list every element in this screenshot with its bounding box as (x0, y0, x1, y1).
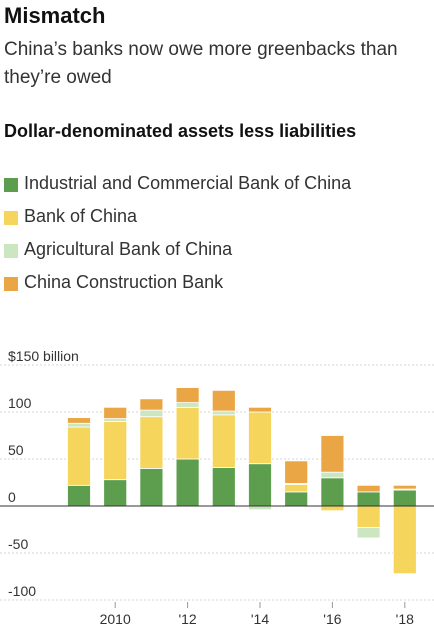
bar-segment-abc-2016 (320, 471, 345, 479)
bar-segment-boc-2012 (175, 406, 200, 460)
bar-segment-boc-2013 (211, 414, 236, 468)
bar-segment-icbc-2013 (211, 467, 236, 507)
bar-segment-icbc-2014 (248, 463, 272, 507)
y-tick-label: -50 (8, 536, 28, 552)
legend-swatch-abc (4, 244, 18, 258)
bar-segment-boc-2009 (67, 426, 91, 486)
bar-segment-abc-2009 (67, 422, 91, 428)
legend-label-boc: Bank of China (24, 206, 138, 226)
bar-segment-boc-2011 (139, 416, 164, 469)
legend-label-icbc: Industrial and Commercial Bank of China (24, 173, 352, 193)
y-tick-label: -100 (8, 583, 36, 599)
bar-segment-abc-2014 (248, 505, 272, 511)
bar-segment-icbc-2011 (139, 467, 164, 507)
legend-label-ccb: China Construction Bank (24, 272, 224, 292)
bar-segment-abc-2010 (103, 418, 128, 422)
x-tick-label: 2010 (100, 611, 131, 627)
bar-segment-ccb-2011 (139, 398, 164, 411)
bar-segment-abc-2017 (356, 527, 381, 539)
bar-segment-ccb-2017 (356, 484, 381, 493)
bar-segment-ccb-2018 (392, 484, 417, 490)
legend-swatch-icbc (4, 178, 18, 192)
legend-swatch-boc (4, 211, 18, 225)
bar-segment-icbc-2009 (67, 484, 91, 507)
bar-segment-boc-2018 (392, 505, 417, 575)
bar-segment-boc-2016 (320, 505, 345, 512)
y-tick-label: 50 (8, 442, 24, 458)
bar-segment-ccb-2009 (67, 417, 91, 424)
x-tick-label: '18 (396, 611, 414, 627)
page-title: Mismatch (4, 3, 106, 28)
bar-segment-ccb-2016 (320, 435, 345, 473)
page-subtitle: China’s banks now owe more greenbacks th… (4, 39, 398, 88)
bar-segment-icbc-2017 (356, 491, 381, 507)
bar-segment-icbc-2012 (175, 458, 200, 507)
x-tick-label: '16 (323, 611, 341, 627)
bar-segment-boc-2017 (356, 505, 381, 529)
chart-title: Dollar-denominated assets less liabiliti… (4, 121, 357, 141)
y-tick-label: 0 (8, 489, 16, 505)
bar-segment-ccb-2010 (103, 406, 128, 419)
bar-segment-ccb-2012 (175, 387, 200, 404)
bar-segment-boc-2015 (284, 483, 309, 493)
y-tick-label: $150 billion (8, 348, 79, 364)
bars-layer (67, 387, 417, 575)
bar-segment-boc-2014 (248, 411, 272, 465)
y-tick-label: 100 (8, 395, 32, 411)
bar-segment-boc-2010 (103, 421, 128, 481)
bar-segment-abc-2011 (139, 409, 164, 418)
bar-segment-ccb-2015 (284, 460, 309, 484)
stacked-bar-chart: $150 billion 100 50 0 -50 -100 2010 '12 '14 '16 '1… (0, 348, 434, 627)
bar-segment-ccb-2014 (248, 406, 272, 413)
bar-segment-abc-2012 (175, 402, 200, 408)
bar-segment-icbc-2018 (392, 489, 417, 507)
legend-swatch-ccb (4, 277, 18, 291)
bar-segment-icbc-2010 (103, 479, 128, 507)
bar-segment-icbc-2015 (284, 491, 309, 507)
axis-layer: $150 billion 100 50 0 -50 -100 2010 '12 '14 '16 '1… (0, 348, 434, 627)
legend-label-abc: Agricultural Bank of China (24, 239, 233, 259)
bar-segment-ccb-2013 (211, 389, 236, 412)
bar-segment-icbc-2016 (320, 477, 345, 507)
x-tick-label: '14 (251, 611, 269, 627)
bar-segment-abc-2013 (211, 410, 236, 416)
x-tick-label: '12 (178, 611, 196, 627)
